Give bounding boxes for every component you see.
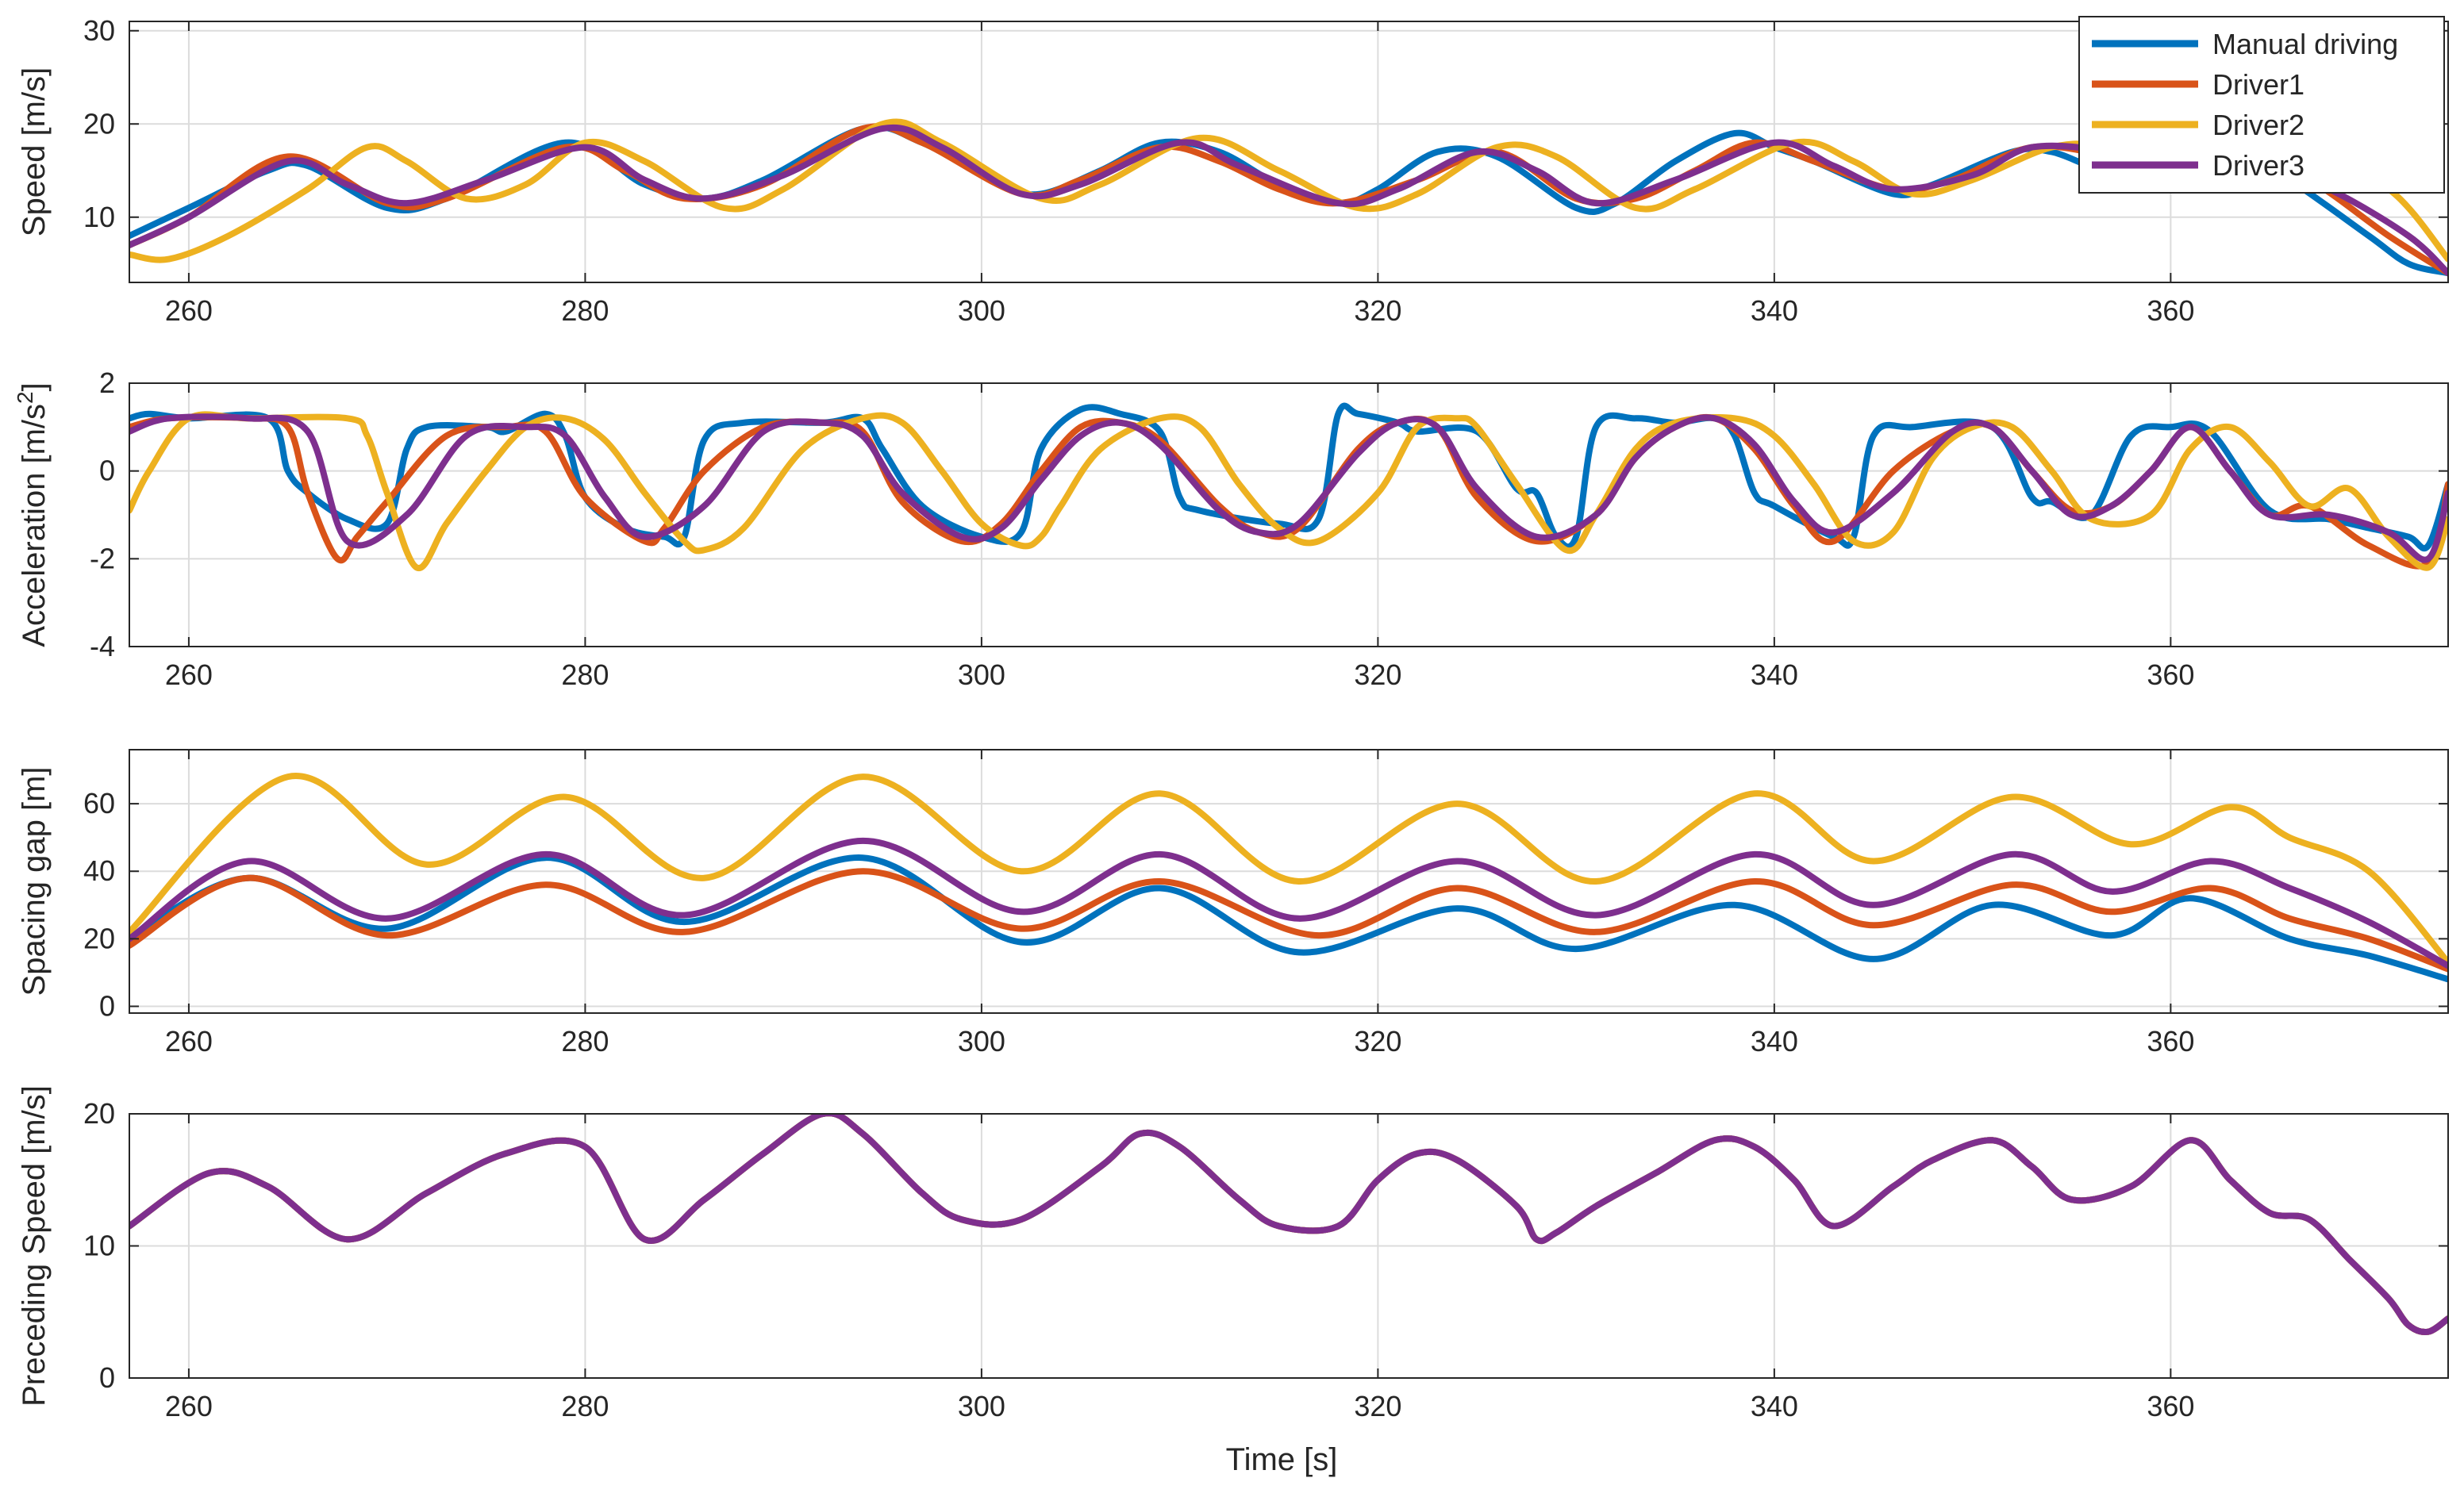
legend: Manual driving Driver1 Driver2 Driver3 bbox=[2078, 16, 2445, 194]
preceding-speed-series-driver3 bbox=[129, 1114, 2448, 1336]
spacing-gap-x-tick-label: 300 bbox=[958, 1025, 1005, 1057]
preceding-speed-x-tick-label: 340 bbox=[1751, 1390, 1798, 1422]
speed-y-tick-label: 20 bbox=[83, 107, 115, 140]
spacing-gap-y-axis-label: Spacing gap [m] bbox=[17, 766, 52, 996]
acceleration-series-driver3 bbox=[129, 413, 2448, 563]
legend-label: Driver1 bbox=[2212, 68, 2304, 101]
acceleration-x-tick-label: 260 bbox=[165, 658, 213, 691]
speed-x-tick-label: 260 bbox=[165, 294, 213, 327]
spacing-gap-x-tick-label: 320 bbox=[1354, 1025, 1401, 1057]
preceding-speed-x-tick-label: 360 bbox=[2147, 1390, 2194, 1422]
spacing-gap-x-tick-label: 280 bbox=[561, 1025, 609, 1057]
acceleration-axes-box bbox=[129, 382, 2449, 647]
speed-x-tick-label: 360 bbox=[2147, 294, 2194, 327]
spacing-gap-axes-box bbox=[129, 749, 2449, 1014]
preceding-speed-y-axis-label: Preceding Speed [m/s] bbox=[17, 1085, 52, 1407]
spacing-gap-series-driver3 bbox=[129, 837, 2448, 969]
acceleration-x-tick-label: 320 bbox=[1354, 658, 1401, 691]
preceding-speed-x-tick-label: 260 bbox=[165, 1390, 213, 1422]
speed-x-tick-label: 280 bbox=[561, 294, 609, 327]
legend-item: Driver1 bbox=[2092, 68, 2304, 101]
legend-item: Manual driving bbox=[2092, 28, 2398, 60]
speed-axes-box bbox=[129, 21, 2449, 283]
spacing-gap-series-driver1 bbox=[129, 868, 2448, 973]
spacing-gap-series-group bbox=[129, 772, 2448, 983]
panel-preceding-speed: 260 280 300 320 340 360 0 10 20 Preceding Speed [… bbox=[17, 1085, 2449, 1422]
preceding-speed-y-tick-label: 20 bbox=[83, 1097, 115, 1130]
preceding-speed-y-tick-label: 10 bbox=[83, 1230, 115, 1262]
acceleration-y-tick-label: -4 bbox=[90, 630, 115, 662]
acceleration-y-tick-label: -2 bbox=[90, 542, 115, 574]
acceleration-y-tick-label: 0 bbox=[99, 455, 115, 487]
acceleration-series-group bbox=[129, 402, 2448, 571]
acceleration-y-axis-label-close: ] bbox=[17, 382, 52, 391]
speed-x-tick-label: 340 bbox=[1751, 294, 1798, 327]
x-axis-label: Time [s] bbox=[1226, 1442, 1338, 1477]
spacing-gap-series-manual-driving bbox=[129, 854, 2448, 983]
spacing-gap-x-tick-label: 260 bbox=[165, 1025, 213, 1057]
acceleration-y-axis-label: Acceleration [m/s2] bbox=[13, 382, 52, 647]
acceleration-x-tick-label: 280 bbox=[561, 658, 609, 691]
legend-item: Driver3 bbox=[2092, 149, 2304, 182]
spacing-gap-y-tick-label: 0 bbox=[99, 989, 115, 1022]
acceleration-x-tick-label: 360 bbox=[2147, 658, 2194, 691]
preceding-speed-x-tick-label: 300 bbox=[958, 1390, 1005, 1422]
legend-label: Driver3 bbox=[2212, 149, 2304, 182]
spacing-gap-y-tick-label: 60 bbox=[83, 787, 115, 820]
legend-label: Driver2 bbox=[2212, 109, 2304, 141]
spacing-gap-x-tick-label: 340 bbox=[1751, 1025, 1798, 1057]
preceding-speed-series-group bbox=[129, 1114, 2448, 1336]
acceleration-x-tick-label: 300 bbox=[958, 658, 1005, 691]
spacing-gap-y-tick-label: 20 bbox=[83, 922, 115, 954]
speed-x-tick-label: 320 bbox=[1354, 294, 1401, 327]
preceding-speed-x-tick-label: 320 bbox=[1354, 1390, 1401, 1422]
spacing-gap-x-tick-label: 360 bbox=[2147, 1025, 2194, 1057]
speed-x-tick-label: 300 bbox=[958, 294, 1005, 327]
spacing-gap-series-driver2 bbox=[129, 772, 2448, 966]
speed-series-driver3 bbox=[129, 124, 2448, 277]
spacing-gap-y-tick-label: 40 bbox=[83, 854, 115, 887]
acceleration-y-axis-label-superscript: 2 bbox=[13, 391, 37, 404]
preceding-speed-y-tick-label: 0 bbox=[99, 1361, 115, 1394]
legend-item: Driver2 bbox=[2092, 109, 2304, 141]
acceleration-x-tick-label: 340 bbox=[1751, 658, 1798, 691]
speed-y-axis-label: Speed [m/s] bbox=[17, 67, 52, 236]
acceleration-series-driver2 bbox=[129, 411, 2448, 571]
preceding-speed-x-tick-label: 280 bbox=[561, 1390, 609, 1422]
acceleration-y-tick-label: 2 bbox=[99, 367, 115, 399]
speed-y-tick-label: 10 bbox=[83, 201, 115, 233]
speed-y-tick-label: 30 bbox=[83, 14, 115, 47]
panel-spacing-gap: 260 280 300 320 340 360 0 20 40 60 Spacing gap [m] bbox=[17, 749, 2449, 1057]
legend-label: Manual driving bbox=[2212, 28, 2398, 60]
